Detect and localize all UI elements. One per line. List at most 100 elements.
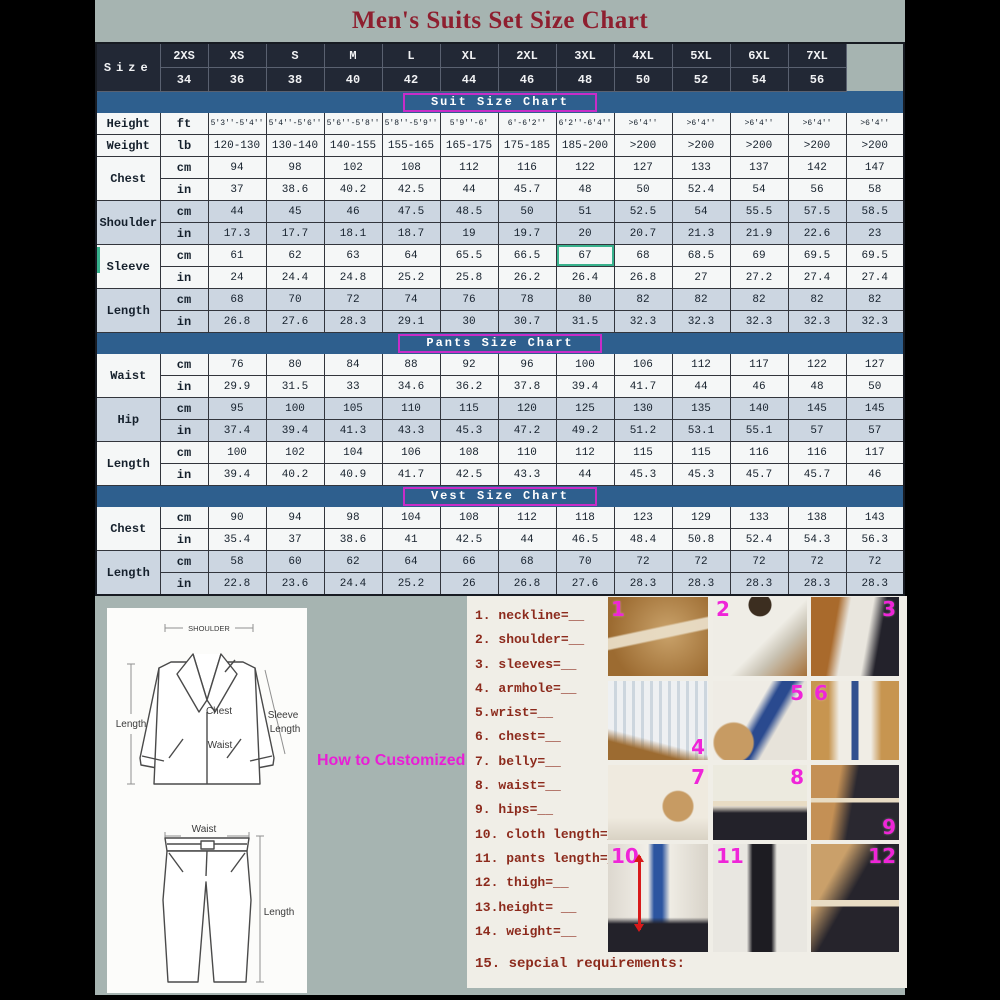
size-value-cell: 51 [555, 200, 615, 223]
size-number-header: 52 [671, 67, 731, 92]
size-value-cell: 27.6 [555, 572, 615, 596]
size-value-cell: 62 [323, 550, 383, 573]
size-value-cell: 17.3 [207, 222, 267, 245]
size-value-cell: 48.4 [613, 528, 673, 551]
size-value-cell: 37 [207, 178, 267, 201]
size-value-cell: 56.3 [845, 528, 905, 551]
size-value-cell: 116 [729, 441, 789, 464]
size-value-cell: 110 [497, 441, 557, 464]
row-label: Hip [95, 397, 161, 442]
size-value-cell: 24 [207, 266, 267, 289]
size-number-header: 40 [323, 67, 383, 92]
size-value-cell: 52.5 [613, 200, 673, 223]
measure-photo-9: 9 [811, 765, 899, 840]
size-value-cell: 32.3 [787, 310, 847, 333]
row-label: Waist [95, 353, 161, 398]
size-value-cell: 44 [671, 375, 731, 398]
size-value-cell: 42.5 [439, 528, 499, 551]
size-value-cell: 80 [555, 288, 615, 311]
photo-number: 5 [790, 681, 804, 705]
size-value-cell: 50 [497, 200, 557, 223]
size-value-cell: 82 [671, 288, 731, 311]
size-value-cell: 24.8 [323, 266, 383, 289]
size-value-cell: 23 [845, 222, 905, 245]
size-value-cell: 122 [787, 353, 847, 376]
size-value-cell: 21.3 [671, 222, 731, 245]
measure-list-item: 10. cloth length=__ [475, 826, 624, 842]
size-value-cell: 54.3 [787, 528, 847, 551]
size-value-cell: >200 [671, 134, 731, 157]
row-label: Length [95, 288, 161, 333]
unit-label: in [159, 528, 209, 551]
size-value-cell: 48.5 [439, 200, 499, 223]
size-value-cell: 29.9 [207, 375, 267, 398]
measure-list-item: 3. sleeves=__ [475, 656, 577, 672]
size-value-cell: 137 [729, 156, 789, 179]
size-value-cell: 116 [787, 441, 847, 464]
size-value-cell: 74 [381, 288, 441, 311]
measure-list-item: 1. neckline=__ [475, 608, 585, 623]
size-value-cell: 185-200 [555, 134, 615, 157]
size-value-cell: 41 [381, 528, 441, 551]
size-value-cell: 69.5 [845, 244, 905, 267]
jacket-chest-label: Chest [206, 706, 232, 717]
size-value-cell: 143 [845, 506, 905, 529]
size-value-cell: 65.5 [439, 244, 499, 267]
size-value-cell: 46 [845, 463, 905, 486]
size-value-cell: >200 [729, 134, 789, 157]
size-value-cell: 58 [207, 550, 267, 573]
size-value-cell: 175-185 [497, 134, 557, 157]
chart-title: Men's Suits Set Size Chart [351, 7, 649, 34]
size-value-cell: 61 [207, 244, 267, 267]
size-value-cell: 102 [265, 441, 325, 464]
pants-length-label: Length [264, 907, 295, 918]
size-value-cell: 25.2 [381, 572, 441, 596]
size-value-cell: 44 [497, 528, 557, 551]
size-value-cell: 40.2 [265, 463, 325, 486]
size-value-cell: >6'4'' [787, 112, 847, 135]
photo-number: 7 [691, 765, 705, 789]
size-name-header: 4XL [613, 42, 673, 68]
section-band: Pants Size Chart [95, 332, 905, 354]
size-value-cell: 120 [497, 397, 557, 420]
size-value-cell: 44 [207, 200, 267, 223]
measure-list-item: 8. waist=__ [475, 778, 561, 794]
size-value-cell: 100 [265, 397, 325, 420]
pants-waist-label: Waist [192, 824, 217, 835]
size-value-cell: >200 [845, 134, 905, 157]
size-value-cell: 31.5 [265, 375, 325, 398]
size-number-header: 34 [159, 67, 209, 92]
size-value-cell: 115 [671, 441, 731, 464]
section-band: Vest Size Chart [95, 485, 905, 507]
size-value-cell: 5'8''-5'9'' [381, 112, 441, 135]
size-value-cell: 35.4 [207, 528, 267, 551]
size-value-cell: 100 [207, 441, 267, 464]
size-value-cell: 26.8 [207, 310, 267, 333]
size-value-cell: >6'4'' [845, 112, 905, 135]
size-value-cell: 127 [845, 353, 905, 376]
size-value-cell: 117 [729, 353, 789, 376]
size-value-cell: 112 [671, 353, 731, 376]
size-value-cell: 46 [729, 375, 789, 398]
size-value-cell: >200 [613, 134, 673, 157]
size-value-cell: 37.4 [207, 419, 267, 442]
size-value-cell: 72 [671, 550, 731, 573]
size-value-cell: 129 [671, 506, 731, 529]
size-value-cell: 66.5 [497, 244, 557, 267]
size-value-cell: 36.2 [439, 375, 499, 398]
unit-label: ft [159, 112, 209, 135]
measure-photo-1: 1 [608, 597, 708, 676]
row-label: Length [95, 550, 161, 596]
size-number-header: 36 [207, 67, 267, 92]
size-value-cell: 106 [381, 441, 441, 464]
size-value-cell: 115 [613, 441, 673, 464]
size-value-cell: 82 [787, 288, 847, 311]
size-name-header: 2XS [159, 42, 209, 68]
size-value-cell: >200 [787, 134, 847, 157]
size-value-cell: 53.1 [671, 419, 731, 442]
unit-label: cm [159, 397, 209, 420]
unit-label: cm [159, 156, 209, 179]
measure-photo-4: 4 [608, 681, 708, 760]
size-value-cell: 69 [729, 244, 789, 267]
size-value-cell: 116 [497, 156, 557, 179]
